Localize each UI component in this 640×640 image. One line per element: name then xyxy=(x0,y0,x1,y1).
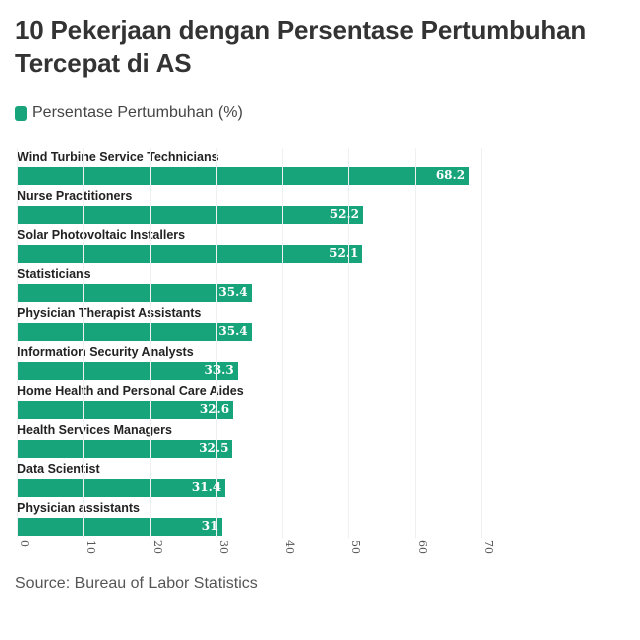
legend-label: Persentase Pertumbuhan (%) xyxy=(32,104,243,121)
bar: 52.1 xyxy=(17,245,363,263)
x-tick-label: 30 xyxy=(216,540,230,554)
bar-value-label: 52.2 xyxy=(329,207,359,221)
x-tick: 10 xyxy=(84,540,98,562)
x-tick: 30 xyxy=(216,540,230,562)
bar-value-label: 35.4 xyxy=(218,285,248,299)
bar-value-label: 31.4 xyxy=(191,480,222,494)
gridline xyxy=(282,148,284,538)
bar-value-label: 33.3 xyxy=(204,363,234,377)
x-tick: 20 xyxy=(150,540,164,562)
category-label: Nurse Practitioners xyxy=(17,189,133,203)
bar-row: Nurse Practitioners 52.2 xyxy=(17,187,487,226)
x-tick: 50 xyxy=(349,540,363,562)
bar: 32.6 xyxy=(17,401,234,419)
source-note: Source: Bureau of Labor Statistics xyxy=(15,575,258,592)
bar: 52.2 xyxy=(17,206,363,224)
x-tick-label: 50 xyxy=(349,540,363,554)
x-axis: 0 10 20 30 40 50 60 70 xyxy=(17,148,495,568)
bar-row: Physician assistants 31 xyxy=(17,499,487,538)
plot-area: Wind Turbine Service Technicians 68.2 Nurs… xyxy=(17,148,487,538)
x-tick: 70 xyxy=(482,540,495,562)
category-label: Wind Turbine Service Technicians xyxy=(17,150,219,164)
x-tick-label: 20 xyxy=(150,540,164,554)
bar-value-label: 32.6 xyxy=(199,402,230,416)
legend-swatch xyxy=(15,105,27,121)
bar: 33.3 xyxy=(17,362,238,380)
bar-row: Information Security Analysts 33.3 xyxy=(17,343,487,382)
gridline xyxy=(348,148,350,538)
bar: 68.2 xyxy=(17,167,470,185)
x-tick: 40 xyxy=(283,540,297,562)
category-label: Home Health and Personal Care Aides xyxy=(17,384,244,398)
x-tick-label: 10 xyxy=(84,540,98,554)
category-label: Data Scientist xyxy=(17,462,100,476)
category-label: Physician assistants xyxy=(17,501,140,515)
x-tick-label: 0 xyxy=(18,540,31,547)
chart-title: 10 Pekerjaan dengan Persentase Pertumbuh… xyxy=(15,15,587,78)
legend: Persentase Pertumbuhan (%) xyxy=(15,104,243,122)
bar-row: Data Scientist 31.4 xyxy=(17,460,487,499)
bar-row: Physician Therapist Assistants 35.4 xyxy=(17,304,487,343)
bar-row: Wind Turbine Service Technicians 68.2 xyxy=(17,148,487,187)
gridline xyxy=(17,148,18,538)
category-label: Solar Photovoltaic Installers xyxy=(17,228,186,242)
category-label: Information Security Analysts xyxy=(17,345,194,359)
x-tick-label: 60 xyxy=(415,540,429,554)
bar: 35.4 xyxy=(17,284,252,302)
bar-row: Home Health and Personal Care Aides 32.6 xyxy=(17,382,487,421)
bar-value-label: 52.1 xyxy=(329,246,359,260)
gridline xyxy=(149,148,151,538)
bar-value-label: 35.4 xyxy=(218,324,248,338)
bar-row: Statisticians 35.4 xyxy=(17,265,487,304)
bar: 32.5 xyxy=(17,440,233,458)
bar-value-label: 68.2 xyxy=(435,168,466,182)
gridline xyxy=(481,148,482,538)
bar: 35.4 xyxy=(17,323,252,341)
bar-row: Solar Photovoltaic Installers 52.1 xyxy=(17,226,487,265)
bar-value-label: 32.5 xyxy=(199,441,229,455)
bar: 31.4 xyxy=(17,479,226,497)
x-tick-label: 70 xyxy=(482,540,495,554)
x-tick-label: 40 xyxy=(283,540,297,554)
gridline xyxy=(414,148,416,538)
x-tick: 0 xyxy=(18,540,31,562)
category-label: Physician Therapist Assistants xyxy=(17,306,202,320)
x-tick: 60 xyxy=(415,540,429,562)
gridline xyxy=(83,148,85,538)
category-label: Statisticians xyxy=(17,267,91,281)
bar: 31 xyxy=(17,518,223,536)
bar-row: Health Services Managers 32.5 xyxy=(17,421,487,460)
gridline xyxy=(215,148,217,538)
category-label: Health Services Managers xyxy=(17,423,172,437)
bar-value-label: 31 xyxy=(201,519,219,533)
